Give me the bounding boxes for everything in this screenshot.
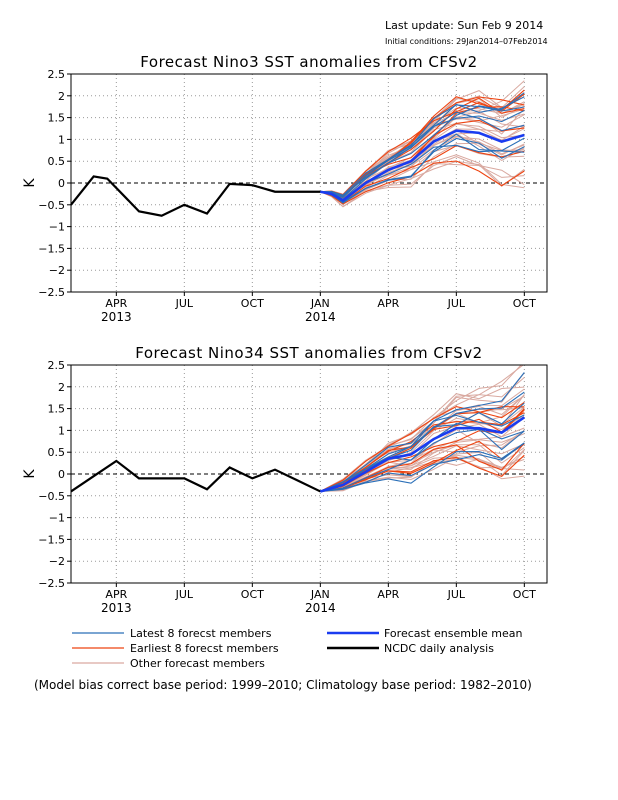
ensemble-member-line [320, 104, 525, 198]
y-axis-label: K [22, 178, 38, 188]
ncdc-analysis-line [70, 459, 321, 493]
y-tick-label: 0 [58, 468, 65, 481]
x-tick-label: OCT [513, 588, 536, 601]
x-tick-label: APR [105, 297, 127, 310]
plot-frame [70, 73, 548, 293]
y-tick-label: −1 [49, 512, 65, 525]
x-tick-label: APR [377, 588, 399, 601]
y-tick-label: 1 [58, 133, 65, 146]
y-tick-label: 2.5 [48, 359, 66, 372]
y-tick-label: 1 [58, 424, 65, 437]
x-tick-label: APR [377, 297, 399, 310]
legend-label: Forecast ensemble mean [384, 627, 523, 640]
y-axis-label: K [22, 469, 38, 479]
y-tick-label: 2 [58, 381, 65, 394]
x-year-label: 2014 [305, 601, 336, 615]
y-tick-label: 0.5 [48, 446, 66, 459]
y-tick-label: −1.5 [38, 242, 65, 255]
ncdc-analysis-line [70, 175, 321, 217]
ensemble-mean-line [319, 416, 526, 493]
x-year-label: 2013 [101, 310, 132, 324]
y-tick-label: 0 [58, 177, 65, 190]
x-tick-label: JUL [447, 297, 466, 310]
legend-label: NCDC daily analysis [384, 642, 494, 655]
chart-title: Forecast Nino3 SST anomalies from CFSv2 [140, 53, 477, 71]
x-tick-label: APR [105, 588, 127, 601]
initial-conditions-text: Initial conditions: 29Jan2014–07Feb2014 [385, 37, 548, 46]
x-tick-label: JUL [175, 588, 194, 601]
x-tick-label: JAN [310, 297, 330, 310]
ensemble-member-line [320, 137, 525, 204]
ensemble-members [320, 365, 525, 492]
ensemble-mean-line [320, 129, 525, 203]
ensemble-member-line [320, 443, 525, 492]
y-tick-label: 1.5 [48, 112, 66, 125]
legend-label: Latest 8 forecst members [130, 627, 272, 640]
x-year-label: 2014 [305, 310, 336, 324]
ensemble-member-line [320, 440, 525, 492]
y-tick-label: −2.5 [38, 577, 65, 590]
y-tick-label: 0.5 [48, 155, 66, 168]
y-tick-label: −0.5 [38, 490, 65, 503]
y-tick-label: −2.5 [38, 286, 65, 299]
ensemble-member-line [320, 92, 525, 197]
legend-label: Other forecast members [130, 657, 265, 670]
x-tick-label: OCT [241, 297, 264, 310]
ensemble-member-line [320, 111, 525, 199]
x-tick-label: JAN [310, 588, 330, 601]
x-tick-label: OCT [513, 297, 536, 310]
x-tick-label: JUL [175, 297, 194, 310]
ensemble-member-line [320, 442, 525, 492]
y-tick-label: 2 [58, 90, 65, 103]
legend: Latest 8 forecst members Earliest 8 forec… [72, 627, 523, 670]
x-tick-label: JUL [447, 588, 466, 601]
chart-panel-1: Forecast Nino3 SST anomalies from CFSv2 2… [22, 53, 548, 324]
y-tick-label: −1.5 [38, 533, 65, 546]
last-update-text: Last update: Sun Feb 9 2014 [385, 19, 544, 32]
ensemble-member-line [320, 428, 525, 492]
y-tick-label: −2 [49, 264, 65, 277]
y-tick-label: −1 [49, 221, 65, 234]
x-year-label: 2013 [101, 601, 132, 615]
footnote: (Model bias correct base period: 1999–20… [34, 678, 532, 692]
ensemble-member-line [320, 414, 525, 492]
y-tick-label: 2.5 [48, 68, 66, 81]
ensemble-member-line [320, 372, 525, 492]
chart-title: Forecast Nino34 SST anomalies from CFSv2 [135, 344, 482, 362]
y-tick-label: −0.5 [38, 199, 65, 212]
x-tick-label: OCT [241, 588, 264, 601]
legend-label: Earliest 8 forecst members [130, 642, 279, 655]
ensemble-members [320, 80, 525, 208]
chart-panel-2: Forecast Nino34 SST anomalies from CFSv2… [22, 344, 548, 615]
plot-frame [70, 364, 548, 584]
ensemble-member-line [320, 401, 525, 492]
y-tick-label: 1.5 [48, 403, 66, 416]
y-tick-label: −2 [49, 555, 65, 568]
